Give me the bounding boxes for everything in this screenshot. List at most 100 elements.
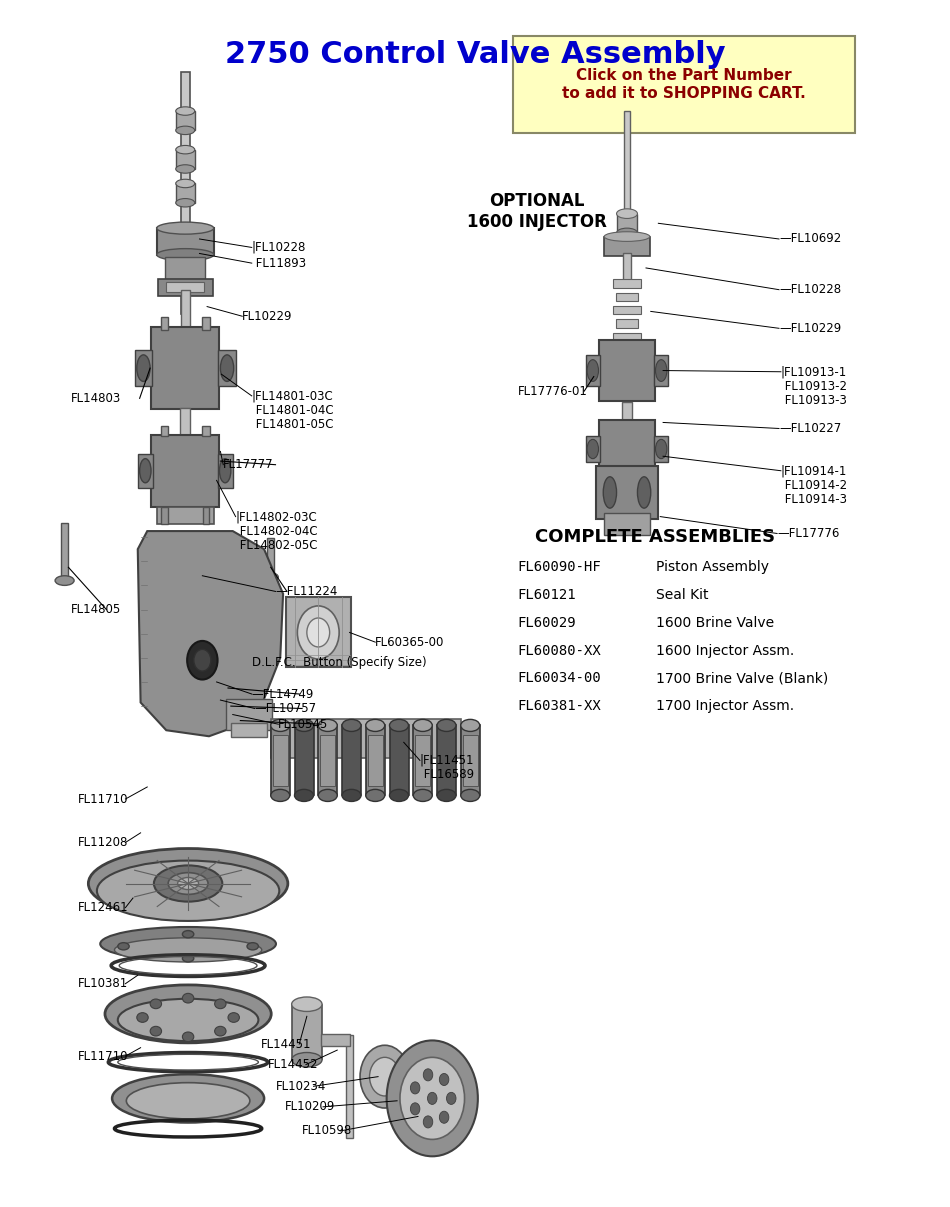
Text: —FL10757: —FL10757 (255, 702, 316, 715)
Text: |FL10914-1: |FL10914-1 (781, 465, 847, 477)
Text: —FL10228: —FL10228 (779, 284, 841, 296)
Bar (413, 725, 432, 795)
Circle shape (307, 618, 330, 647)
Text: |FL14801-03C: |FL14801-03C (252, 390, 333, 402)
Ellipse shape (271, 789, 290, 801)
Bar (597, 466, 657, 519)
Ellipse shape (413, 719, 432, 731)
Ellipse shape (413, 789, 432, 801)
Ellipse shape (126, 1083, 250, 1119)
Bar (613, 386, 641, 393)
Ellipse shape (168, 873, 208, 894)
Ellipse shape (215, 1026, 226, 1036)
Ellipse shape (390, 719, 408, 731)
Ellipse shape (154, 865, 222, 902)
Text: FL10913-2: FL10913-2 (781, 380, 846, 392)
Text: Seal Kit: Seal Kit (656, 588, 708, 602)
Ellipse shape (228, 1013, 239, 1022)
Bar (461, 725, 480, 795)
Text: |FL14802-03C: |FL14802-03C (236, 511, 317, 523)
Text: 1700 Brine Valve (Blank): 1700 Brine Valve (Blank) (656, 671, 827, 686)
Bar (231, 723, 267, 737)
Bar (599, 420, 655, 478)
Bar (218, 350, 236, 386)
Bar (176, 150, 195, 169)
Bar (368, 735, 383, 786)
Ellipse shape (604, 232, 650, 241)
Bar (271, 725, 290, 795)
Bar (346, 1034, 353, 1137)
Circle shape (387, 1040, 478, 1156)
Text: FL10913-3: FL10913-3 (781, 395, 846, 407)
Bar (176, 111, 195, 130)
Bar (616, 319, 638, 327)
Text: 1600 Brine Valve: 1600 Brine Valve (656, 616, 773, 630)
Text: |FL10913-1: |FL10913-1 (781, 366, 847, 378)
Bar (294, 725, 314, 795)
Bar (616, 346, 638, 355)
Ellipse shape (176, 165, 195, 174)
Ellipse shape (294, 789, 314, 801)
Bar (320, 735, 335, 786)
Text: OPTIONAL
1600 INJECTOR: OPTIONAL 1600 INJECTOR (466, 192, 607, 231)
Text: FL10914-2: FL10914-2 (781, 479, 847, 491)
Bar (604, 513, 650, 535)
Text: —FL10229: —FL10229 (779, 322, 842, 334)
Ellipse shape (101, 927, 276, 961)
Bar (437, 725, 456, 795)
Text: FL11710: FL11710 (78, 793, 128, 805)
Bar (415, 735, 430, 786)
Bar (151, 327, 219, 409)
Ellipse shape (140, 459, 151, 483)
Text: FL60034-00: FL60034-00 (518, 671, 601, 686)
Bar (292, 1004, 322, 1060)
Ellipse shape (182, 993, 194, 1003)
Text: FL16589: FL16589 (420, 769, 474, 781)
Text: FL11710: FL11710 (78, 1050, 128, 1062)
Bar (655, 355, 669, 386)
Text: FL60029: FL60029 (518, 616, 577, 630)
Ellipse shape (182, 1032, 194, 1042)
Bar (176, 183, 195, 203)
Bar (151, 435, 219, 507)
Bar (655, 436, 669, 462)
Circle shape (439, 1073, 448, 1085)
Text: FL17777: FL17777 (223, 459, 274, 471)
Text: FL60121: FL60121 (518, 588, 577, 602)
Circle shape (187, 641, 218, 680)
Bar (286, 597, 351, 667)
Text: FL10545: FL10545 (278, 718, 329, 730)
Text: —FL10227: —FL10227 (779, 422, 842, 435)
Bar (180, 72, 190, 314)
Text: D.L.F.C.  Button (Specify Size): D.L.F.C. Button (Specify Size) (252, 657, 427, 669)
Bar (203, 507, 209, 524)
Bar (366, 725, 385, 795)
Ellipse shape (176, 199, 195, 208)
Ellipse shape (617, 228, 637, 238)
Ellipse shape (603, 477, 617, 508)
Bar (273, 735, 288, 786)
Bar (157, 507, 214, 524)
Bar (271, 719, 461, 758)
Circle shape (400, 1057, 465, 1139)
Bar (180, 408, 190, 444)
Ellipse shape (366, 719, 385, 731)
Ellipse shape (617, 209, 637, 218)
Polygon shape (138, 531, 283, 736)
Text: |FL11451: |FL11451 (420, 754, 474, 766)
Circle shape (370, 1057, 400, 1096)
Text: FL10229: FL10229 (242, 310, 293, 322)
Bar (613, 333, 641, 340)
Bar (321, 1034, 350, 1046)
Ellipse shape (182, 931, 194, 938)
Text: FL14801-04C: FL14801-04C (252, 404, 333, 416)
Bar (616, 372, 638, 380)
Circle shape (424, 1069, 433, 1081)
Bar (613, 280, 641, 287)
Text: FL14451: FL14451 (261, 1038, 312, 1050)
Bar (613, 358, 641, 367)
Ellipse shape (176, 145, 195, 153)
Text: —FL14749: —FL14749 (252, 688, 314, 700)
Ellipse shape (88, 849, 288, 919)
Ellipse shape (656, 439, 667, 459)
